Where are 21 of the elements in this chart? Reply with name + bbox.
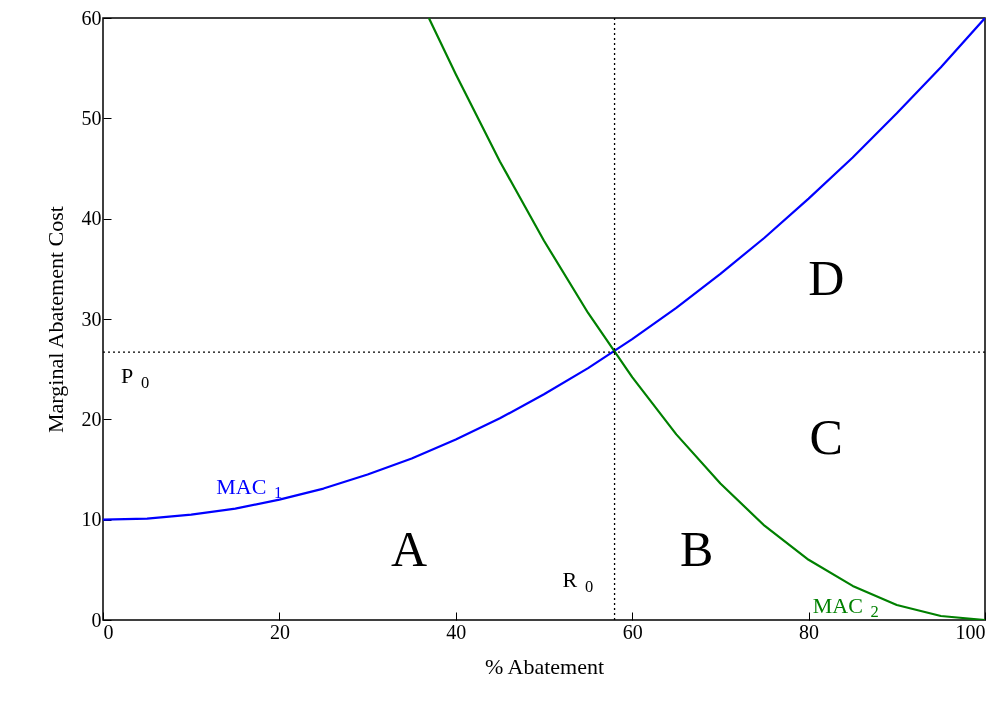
x-tick-label: 80 [799, 620, 820, 643]
x-tick-label: 40 [446, 620, 467, 643]
x-tick-label: 100 [955, 620, 986, 643]
y-axis-title: Marginal Abatement Cost [42, 206, 68, 433]
series-label: MAC 1 [216, 473, 283, 503]
series-label: MAC 2 [812, 592, 879, 622]
y-tick-label: 20 [81, 407, 102, 430]
annotation: A [391, 520, 428, 577]
x-axis-title: % Abatement [484, 653, 605, 679]
line-series [428, 18, 985, 620]
y-tick-label: 60 [81, 6, 102, 29]
line-series [103, 18, 985, 521]
y-tick-label: 50 [81, 106, 102, 129]
annotation: B [679, 520, 714, 577]
x-tick-label: 20 [269, 620, 290, 643]
y-tick-label: 10 [81, 508, 102, 531]
annotation: D [808, 249, 845, 306]
y-tick-label: 30 [81, 307, 102, 330]
annotation: C [809, 409, 843, 466]
x-tick-label: 60 [622, 620, 643, 643]
y-tick-label: 40 [81, 207, 102, 230]
